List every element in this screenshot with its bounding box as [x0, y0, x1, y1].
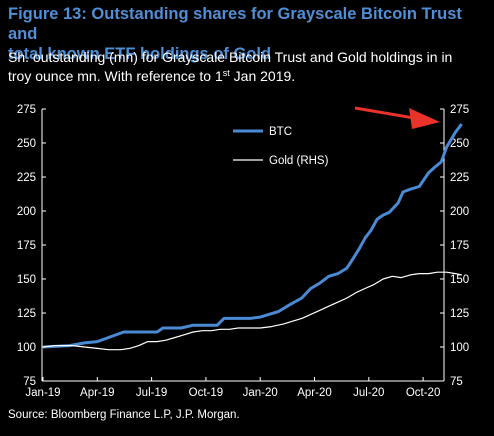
legend-gold-label: Gold (RHS): [269, 155, 329, 167]
y-left-tick-label: 125: [17, 308, 36, 320]
y-left-tick-label: 150: [17, 274, 36, 286]
x-tick-label: Jan-20: [243, 387, 278, 399]
subtitle-line-2-pre: troy ounce mn. With reference to 1: [8, 68, 223, 84]
y-left-tick-label: 175: [17, 240, 36, 252]
x-tick-label: Oct-20: [406, 387, 441, 399]
x-tick-label: Jul-20: [353, 387, 384, 399]
x-tick-label: Apr-20: [297, 387, 332, 399]
source-note: Source: Bloomberg Finance L.P, J.P. Morg…: [8, 409, 240, 421]
annotation-arrow-shaft: [354, 106, 415, 120]
subtitle-line-2-post: Jan 2019.: [229, 68, 296, 84]
title-line-1: Figure 13: Outstanding shares for Graysc…: [8, 5, 462, 43]
y-left-tick-label: 275: [17, 104, 36, 116]
y-right-tick-label: 175: [450, 240, 469, 252]
y-left-tick-label: 250: [17, 138, 36, 150]
y-right-tick-label: 125: [450, 308, 469, 320]
btc-series-line: [42, 123, 463, 349]
chart-title: Figure 13: Outstanding shares for Graysc…: [8, 4, 488, 64]
subtitle-line-1: Sh. outstanding (mn) for Grayscale Bitco…: [8, 49, 453, 65]
chart-subtitle: Sh. outstanding (mn) for Grayscale Bitco…: [8, 48, 488, 86]
x-tick-label: Apr-19: [80, 387, 115, 399]
y-right-tick-label: 275: [450, 104, 469, 116]
x-tick-label: Jul-19: [136, 387, 167, 399]
annotation-arrow-head: [409, 108, 440, 129]
y-right-tick-label: 200: [450, 206, 469, 218]
y-right-tick-label: 150: [450, 274, 469, 286]
subtitle-line-2: troy ounce mn. With reference to 1st Jan…: [8, 67, 488, 86]
y-left-tick-label: 100: [17, 342, 36, 354]
title-line-2: total known ETF holdings of Gold: [8, 45, 272, 63]
x-tick-label: Oct-19: [189, 387, 224, 399]
gold-series-line: [42, 271, 462, 351]
subtitle-superscript: st: [222, 68, 230, 78]
x-tick-label: Jan-19: [25, 387, 60, 399]
y-right-tick-label: 100: [450, 342, 469, 354]
y-left-tick-label: 200: [17, 206, 36, 218]
legend-btc-label: BTC: [269, 126, 292, 138]
y-right-tick-label: 225: [450, 172, 469, 184]
y-right-tick-label: 250: [450, 138, 469, 150]
y-left-tick-label: 75: [23, 376, 36, 388]
y-right-tick-label: 75: [450, 376, 463, 388]
y-left-tick-label: 225: [17, 172, 36, 184]
